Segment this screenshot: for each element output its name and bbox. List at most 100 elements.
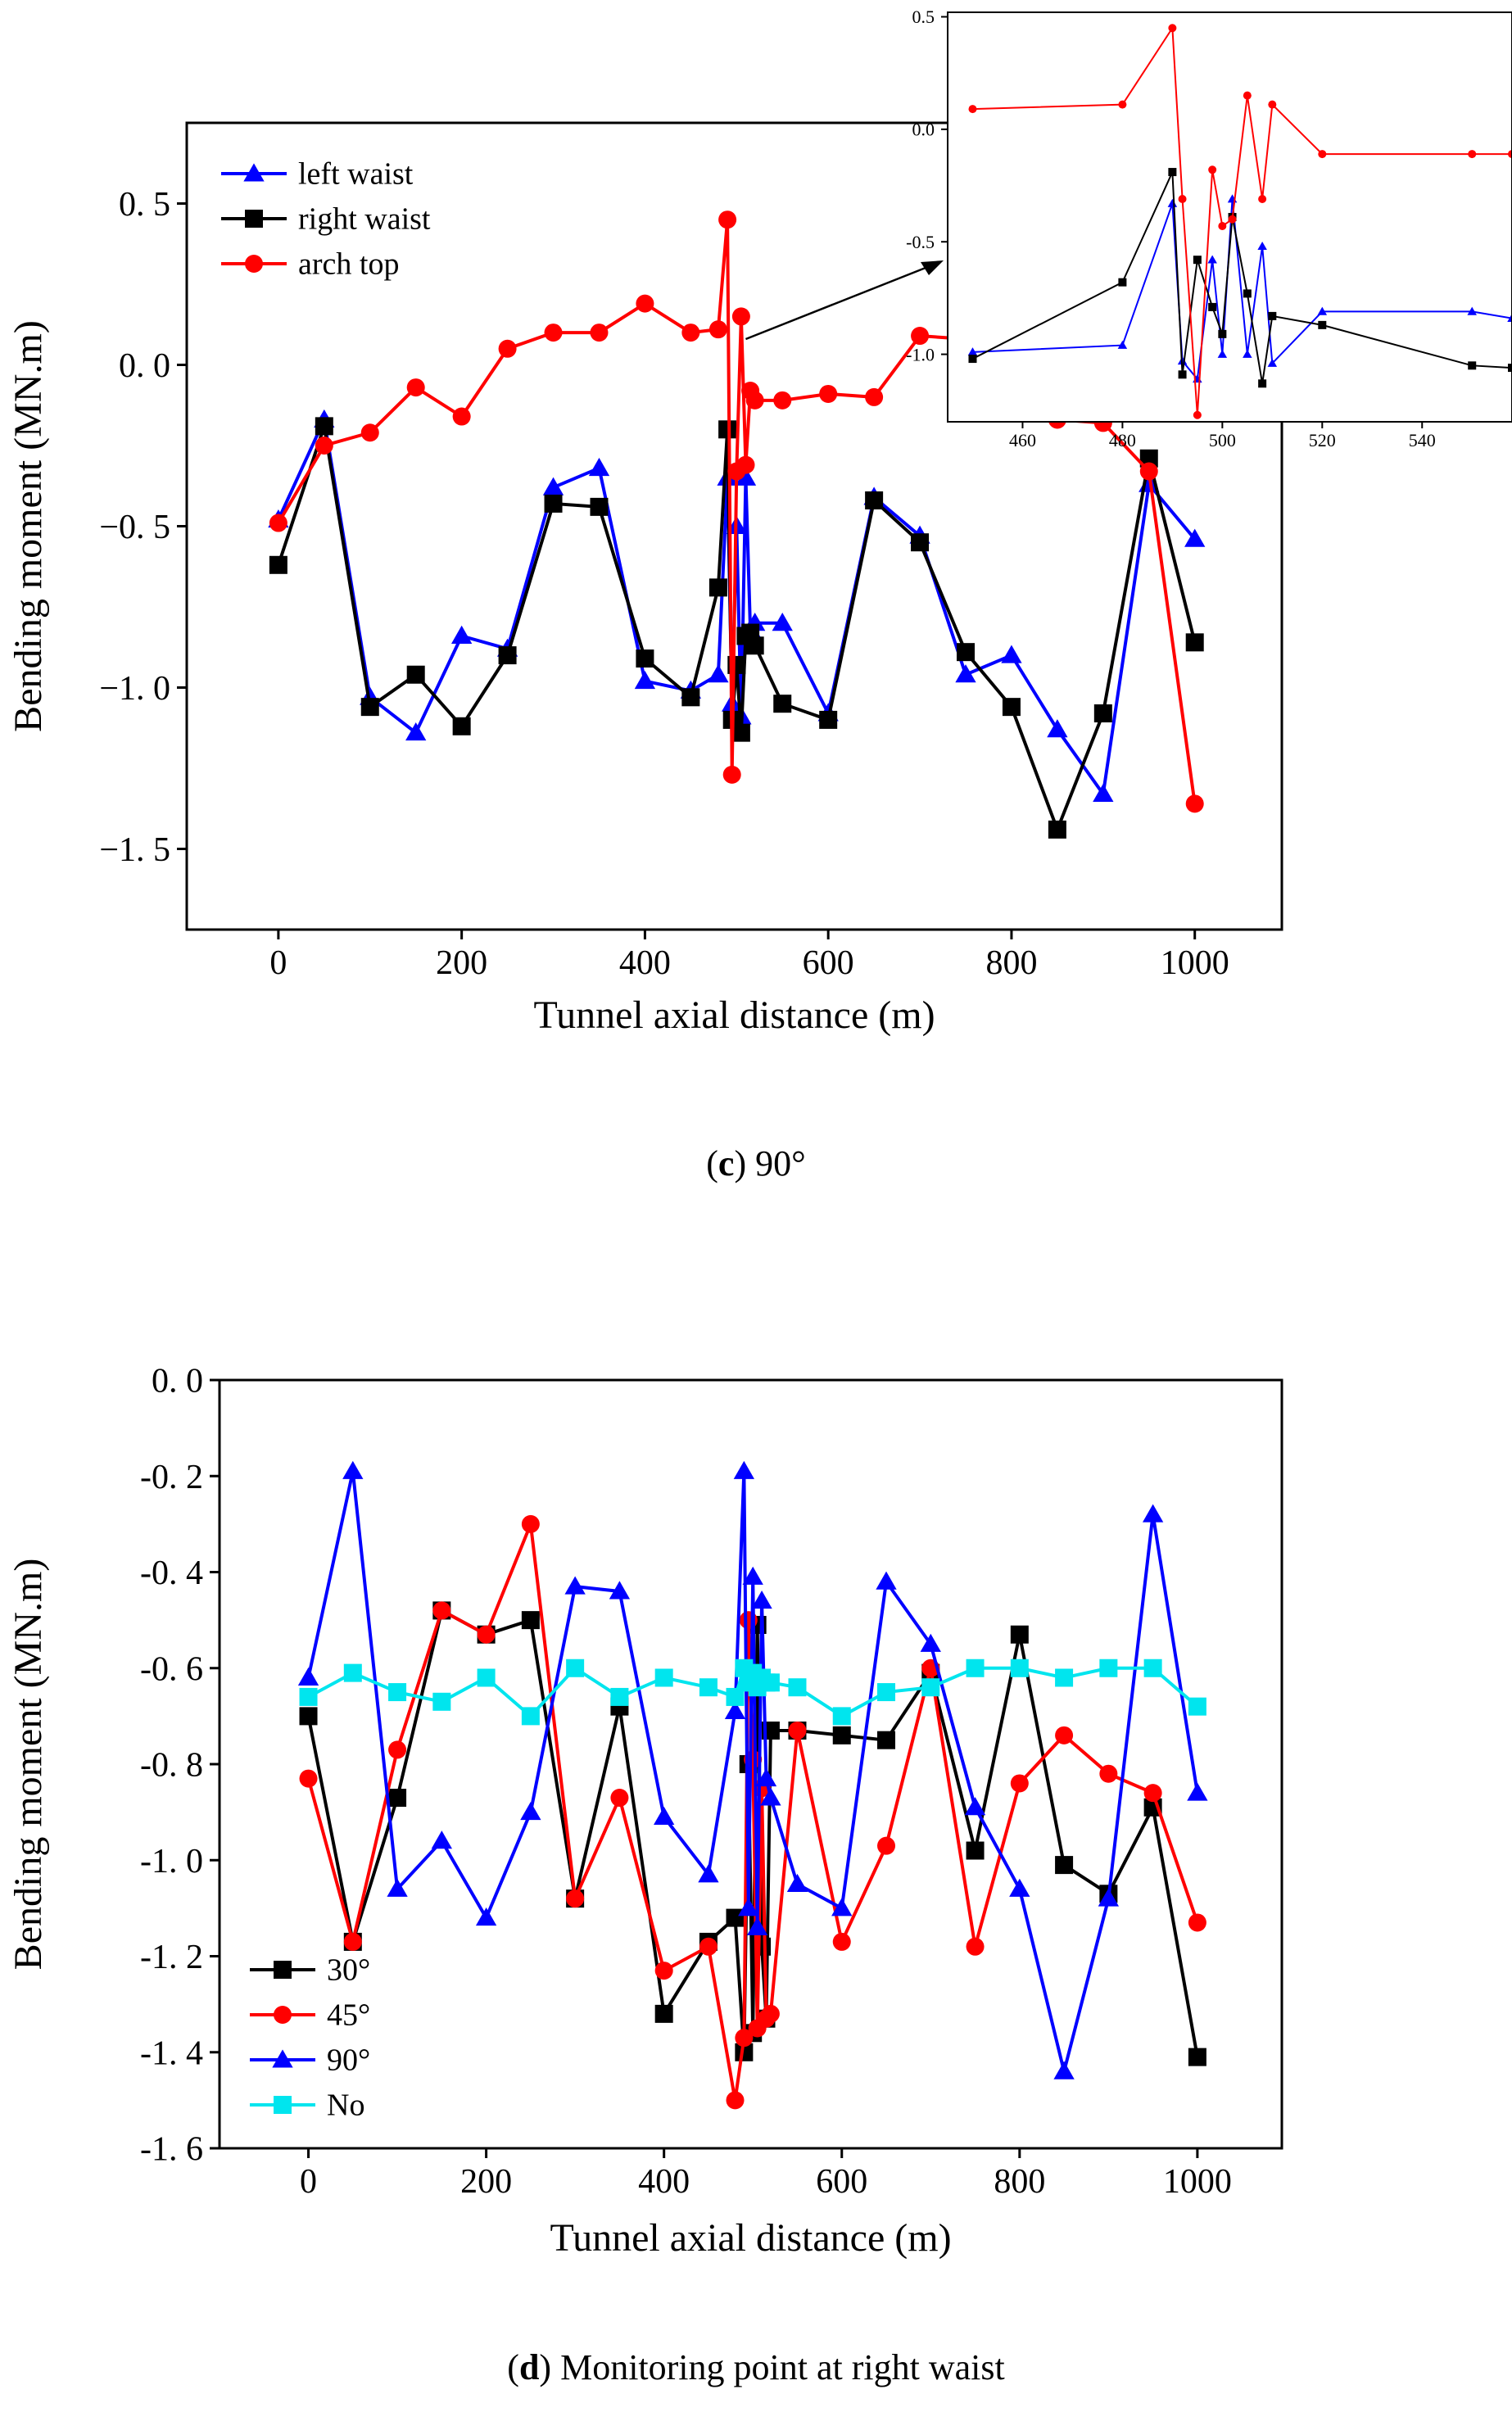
data-point-left waist [955, 664, 976, 683]
caption-d-letter: d [518, 2347, 540, 2387]
caption-c-letter: c [718, 1143, 735, 1183]
data-point-right waist [360, 698, 379, 717]
x-tick-label: 200 [436, 944, 487, 982]
data-point-right waist [1243, 289, 1252, 298]
data-point-90° [297, 1667, 319, 1686]
data-point-30° [388, 1789, 407, 1808]
data-point-right waist [1178, 370, 1187, 379]
data-point-90° [1053, 2061, 1075, 2079]
y-tick-label: -1.0 [906, 344, 935, 364]
data-point-right waist [957, 643, 976, 662]
data-point-90° [342, 1460, 364, 1479]
data-point-left waist [967, 347, 978, 356]
data-point-arch top [590, 324, 609, 342]
data-point-arch top [315, 437, 333, 455]
y-tick-label: -1. 6 [140, 2131, 203, 2169]
legend-marker-No [274, 2096, 292, 2114]
data-point-arch top [544, 324, 563, 342]
data-point-90° [1142, 1504, 1164, 1523]
data-point-arch top [731, 307, 750, 326]
x-tick-label: 600 [803, 944, 854, 982]
data-point-45° [1099, 1764, 1118, 1783]
chart-right-waist: 0 200 400 600 800 1000 0. 0 -0. 2 -0. 4 -0. 6 -0. … [7, 1363, 1283, 2260]
data-point-No [477, 1668, 496, 1687]
y-tick-label: 0.0 [912, 120, 935, 140]
data-point-arch top [1228, 215, 1237, 224]
series-line-arch top [972, 25, 1512, 415]
data-point-No [877, 1683, 896, 1702]
data-point-arch top [708, 320, 727, 339]
data-point-90° [475, 1907, 497, 1926]
y-tick-label: 0. 0 [152, 1363, 203, 1401]
y-tick-label: 0. 5 [119, 186, 170, 224]
data-point-right waist [819, 710, 838, 729]
data-point-45° [1055, 1726, 1074, 1745]
data-point-90° [876, 1571, 897, 1590]
x-tick-label: 400 [619, 944, 671, 982]
data-point-30° [1010, 1625, 1029, 1644]
data-point-No [761, 1673, 780, 1692]
legend-label-30°: 30° [327, 1953, 370, 1988]
x-tick-label: 480 [1109, 430, 1136, 450]
data-point-arch top [498, 339, 517, 358]
data-point-90° [742, 1566, 763, 1585]
y-tick-label: −1. 0 [99, 670, 170, 708]
data-point-30° [966, 1841, 985, 1860]
data-point-right waist [865, 491, 884, 509]
y-axis-label: Bending moment (MN.m) [7, 320, 50, 732]
data-point-right waist [1268, 311, 1277, 320]
data-point-right waist [731, 723, 750, 742]
data-point-arch top [745, 391, 764, 410]
data-point-90° [755, 1767, 777, 1787]
x-axis-label: Tunnel axial distance (m) [533, 993, 935, 1037]
data-point-90° [431, 1830, 452, 1849]
data-point-arch top [1185, 794, 1204, 813]
series-group [268, 210, 1206, 839]
data-point-arch top [406, 378, 425, 397]
data-point-No [1055, 1668, 1074, 1687]
legend-label-arch top: arch top [298, 247, 399, 282]
data-point-right waist [718, 420, 737, 439]
series-line-45° [306, 1523, 1199, 2101]
data-point-45° [699, 1937, 718, 1956]
data-point-No [432, 1692, 451, 1711]
chart-90-degree: 0 200 400 600 800 1000 0. 5 0. 0 −0. 5 −1. 0 −1. 5… [7, 121, 1283, 1037]
series-line-right waist [972, 171, 1512, 384]
data-point-left waist [708, 664, 729, 683]
x-tick-label: 200 [460, 2163, 512, 2201]
series-line-left waist [277, 414, 1197, 799]
x-tick-label: 0 [300, 2163, 317, 2201]
data-point-45° [610, 1789, 629, 1808]
data-point-90° [698, 1864, 719, 1883]
data-point-right waist [1002, 698, 1021, 717]
data-point-30° [1055, 1856, 1074, 1875]
y-tick-label: −0. 5 [99, 509, 170, 546]
data-point-left waist [1117, 340, 1128, 349]
y-tick-label: -0. 8 [140, 1747, 203, 1785]
data-point-arch top [1243, 91, 1252, 100]
data-point-No [566, 1659, 585, 1677]
data-point-left waist [1047, 719, 1068, 738]
data-point-45° [877, 1836, 896, 1855]
data-point-90° [733, 1460, 755, 1479]
data-point-45° [966, 1937, 985, 1956]
data-point-right waist [1139, 449, 1158, 468]
x-tick-label: 500 [1209, 430, 1236, 450]
data-point-No [1099, 1659, 1118, 1677]
data-point-right waist [968, 355, 977, 364]
y-tick-label: 0.5 [912, 7, 935, 27]
data-point-45° [432, 1601, 451, 1620]
data-point-left waist [1093, 783, 1114, 803]
x-tick-label: 1000 [1161, 944, 1229, 982]
data-point-No [788, 1678, 807, 1697]
data-point-right waist [544, 494, 563, 513]
data-point-45° [1188, 1913, 1206, 1932]
legend-marker-right waist [245, 210, 263, 228]
data-point-arch top [1218, 221, 1227, 230]
data-point-arch top [1268, 100, 1277, 109]
data-point-90° [1187, 1782, 1208, 1801]
data-point-45° [477, 1625, 496, 1644]
data-point-right waist [1468, 361, 1477, 370]
data-point-arch top [1258, 195, 1267, 204]
data-point-90° [1009, 1878, 1030, 1897]
